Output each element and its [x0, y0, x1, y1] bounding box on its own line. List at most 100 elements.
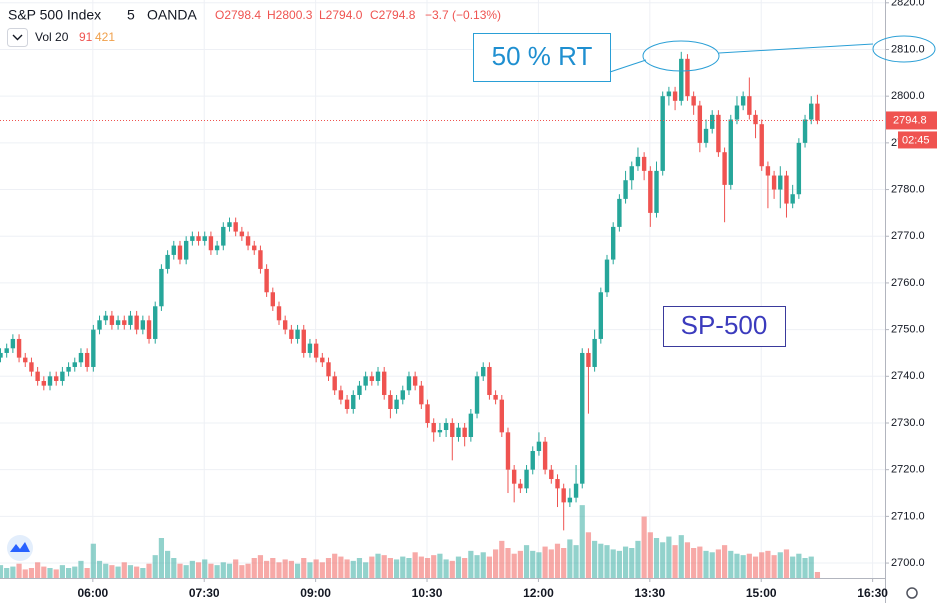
volume-bar	[109, 565, 115, 578]
volume-bar	[0, 565, 4, 578]
y-tick-label: 2810.0	[891, 43, 925, 55]
candle-body	[171, 245, 176, 255]
candle-body	[406, 376, 412, 391]
candle-body	[629, 166, 634, 181]
annotation-box	[473, 33, 611, 82]
candle-body	[103, 315, 108, 321]
candle-body	[320, 357, 325, 363]
y-tick-label: 2820.0	[891, 0, 925, 9]
candle-body	[740, 96, 746, 106]
volume-bar	[53, 569, 59, 578]
volume-bar	[493, 549, 499, 578]
candle-body	[115, 320, 121, 325]
volume-bar	[282, 559, 288, 578]
candle-body	[474, 376, 480, 414]
candle-body	[765, 166, 771, 176]
annotation-text: SP-500	[681, 310, 768, 340]
x-tick-label: 15:00	[746, 586, 777, 600]
volume-bar	[443, 559, 449, 578]
volume-bar	[146, 563, 152, 578]
candle-body	[394, 399, 399, 409]
candle-body	[276, 306, 282, 321]
candle-body	[604, 259, 610, 293]
candle-body	[598, 292, 604, 339]
volume-bar	[251, 558, 257, 578]
candle-body	[0, 352, 3, 358]
x-tick-label: 10:30	[412, 586, 443, 600]
interval: 5	[127, 7, 135, 23]
candle-body	[790, 194, 795, 204]
volume-bar	[629, 548, 635, 578]
candle-body	[35, 371, 40, 381]
x-tick-label: 07:30	[189, 586, 220, 600]
volume-bar	[325, 558, 332, 578]
volume-bar	[573, 545, 579, 578]
candle-body	[221, 226, 226, 246]
candle-body	[338, 390, 344, 400]
volume-bar	[152, 555, 158, 578]
candle-body	[592, 338, 597, 367]
volume-bar	[418, 556, 424, 578]
volume-bar	[288, 560, 294, 578]
candle-body	[363, 376, 368, 386]
volume-bar	[313, 559, 319, 578]
volume-bar	[783, 549, 790, 578]
candle-body	[419, 385, 424, 405]
volume-bar	[486, 556, 493, 578]
candle-body	[468, 413, 474, 438]
candle-body	[196, 236, 201, 241]
volume-bar	[548, 549, 554, 578]
volume-bar	[406, 558, 412, 578]
candle-body	[518, 483, 523, 489]
candle-body	[202, 236, 207, 241]
candle-body	[388, 394, 393, 409]
candle-body	[91, 329, 96, 367]
volume-bar	[307, 562, 313, 578]
volume-bar	[332, 553, 338, 578]
candle-body	[270, 292, 276, 307]
candle-body	[703, 128, 709, 143]
volume-bar	[375, 553, 381, 578]
annotation-connector	[609, 59, 647, 73]
volume-bar	[424, 558, 431, 578]
source: OANDA	[147, 7, 197, 23]
candle-body	[326, 362, 331, 377]
candle-body	[635, 156, 641, 167]
volume-bar	[721, 545, 728, 578]
y-tick-label: 2700.0	[891, 557, 925, 569]
x-tick-label: 16:30	[857, 586, 888, 600]
volume-bar	[709, 552, 715, 578]
volume-bar	[183, 565, 189, 578]
candle-body	[784, 175, 789, 204]
candle-body	[462, 427, 467, 438]
candle-body	[208, 236, 214, 251]
candle-body	[487, 366, 492, 395]
collapse-button[interactable]	[7, 28, 28, 47]
volume-bar	[468, 550, 474, 578]
settings-icon[interactable]	[906, 587, 918, 599]
candle-body	[561, 488, 566, 503]
volume-bar	[28, 568, 35, 578]
candle-body	[78, 352, 84, 363]
volume-last: 421	[95, 30, 115, 44]
candle-body	[728, 119, 733, 185]
x-tick-label: 12:00	[523, 586, 554, 600]
candle-body	[747, 96, 752, 115]
volume-bar	[653, 538, 660, 578]
volume-bar	[592, 540, 598, 578]
volume-bar	[47, 568, 53, 578]
axes: 2700.0 2710.0 2720.0 2730.0 2740.0 2750.0 2760…	[77, 0, 937, 600]
annotation-ellipse	[872, 35, 936, 63]
candle-body	[412, 376, 418, 386]
candle-body	[29, 362, 34, 372]
candle-body	[313, 343, 319, 358]
volume-bar	[214, 565, 220, 578]
volume-bar	[610, 549, 616, 578]
logo	[7, 535, 33, 561]
volume-bar	[233, 559, 239, 578]
candle-body	[505, 432, 511, 470]
candle-body	[555, 479, 560, 489]
volume-bar	[195, 562, 202, 578]
candle-body	[796, 142, 802, 195]
candle-body	[499, 399, 504, 433]
